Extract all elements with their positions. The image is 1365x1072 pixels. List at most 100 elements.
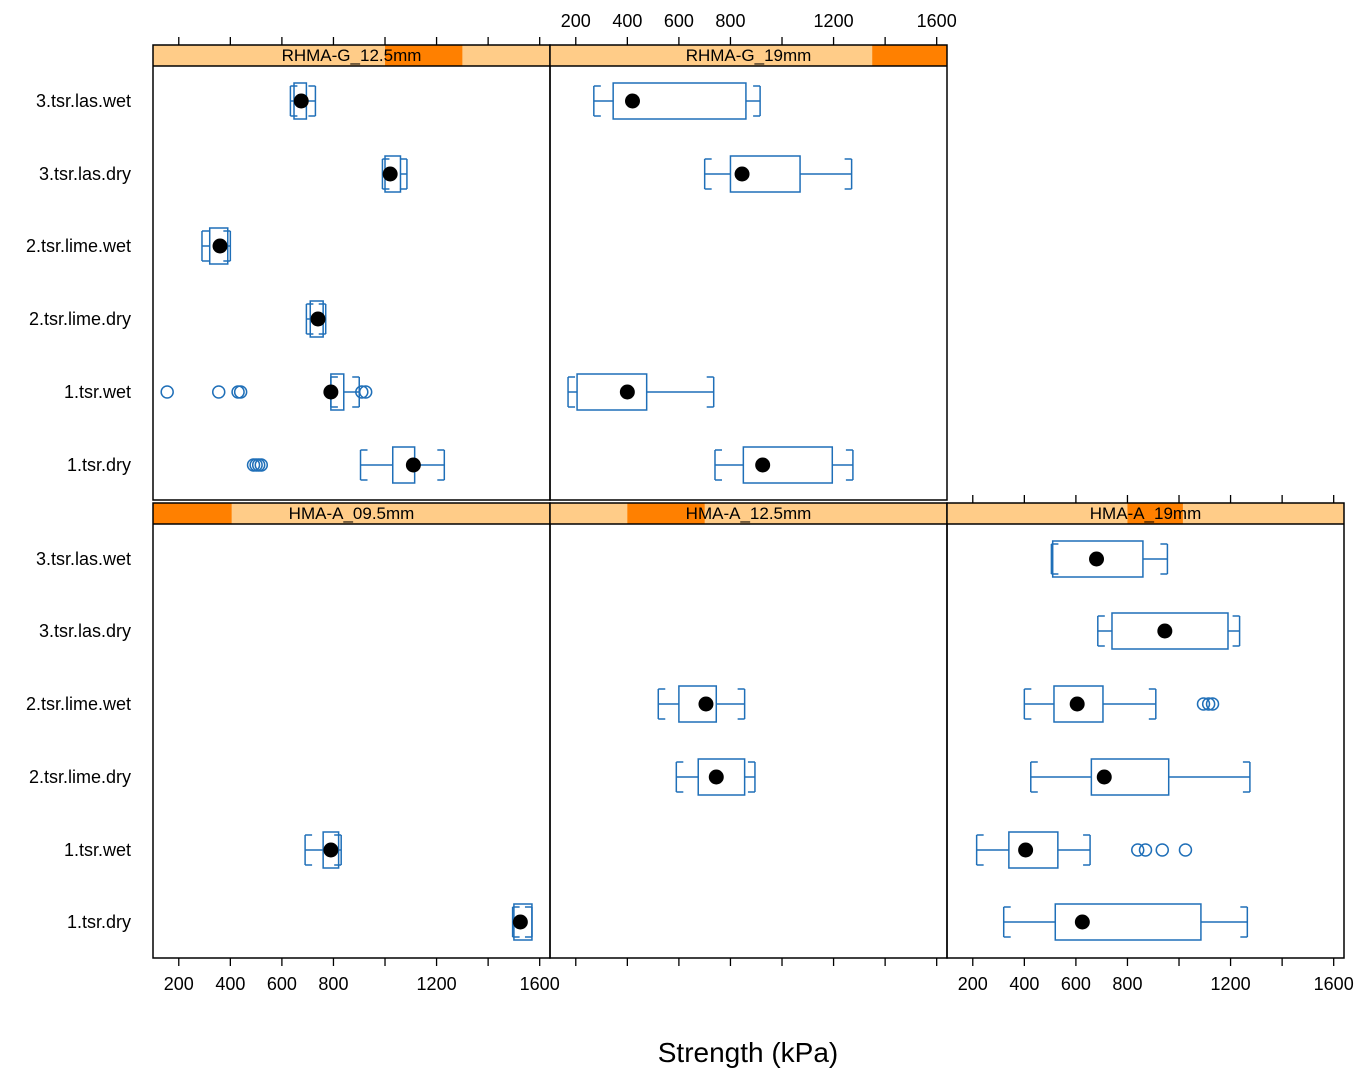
box-iqr: [697, 758, 746, 796]
panel-title: HMA-A_09.5mm: [289, 504, 415, 523]
category-label: 1.tsr.dry: [67, 455, 131, 475]
panel: HMA-A_19mm: [946, 502, 1345, 959]
category-label: 1.tsr.wet: [64, 382, 131, 402]
outlier-point: [160, 385, 174, 399]
outlier-point: [1205, 697, 1220, 711]
category-label: 3.tsr.las.wet: [36, 91, 131, 111]
box-group: [246, 446, 446, 484]
box-group: [675, 758, 756, 796]
box-iqr: [612, 82, 747, 120]
median-point: [1018, 842, 1034, 858]
category-label: 3.tsr.las.dry: [39, 164, 131, 184]
median-point: [619, 384, 635, 400]
outlier-point: [1178, 843, 1193, 857]
outlier-point: [1131, 843, 1145, 857]
panel-title: RHMA-G_19mm: [686, 46, 812, 65]
box-group: [703, 155, 853, 193]
x-axis-title: Strength (kPa): [658, 1037, 839, 1068]
panel-title: RHMA-G_12.5mm: [282, 46, 422, 65]
box-group: [1002, 903, 1249, 941]
box-group: [304, 831, 342, 869]
outlier-point: [254, 458, 269, 472]
panel-border: [946, 502, 1345, 959]
panel-strip-indicator: [872, 45, 947, 66]
median-point: [512, 914, 528, 930]
tick-label: 800: [1112, 974, 1142, 994]
median-point: [382, 166, 398, 182]
median-point: [1074, 914, 1090, 930]
tick-label: 800: [715, 11, 745, 31]
outlier-point: [1138, 843, 1153, 857]
panel-strip-indicator: [627, 503, 705, 524]
category-label: 2.tsr.lime.wet: [26, 694, 131, 714]
outlier-point: [233, 385, 248, 399]
box-iqr: [576, 373, 648, 411]
median-point: [405, 457, 421, 473]
box-group: [381, 155, 408, 193]
outlier-point: [231, 385, 245, 399]
box-iqr: [1008, 831, 1059, 869]
median-point: [1069, 696, 1085, 712]
panel-strip-indicator: [153, 503, 232, 524]
box-group: [1023, 685, 1220, 723]
outlier-point: [1196, 697, 1211, 711]
outlier-point: [211, 385, 226, 399]
box-iqr: [1090, 758, 1170, 796]
tick-label: 1200: [1211, 974, 1251, 994]
tick-label: 1600: [1314, 974, 1354, 994]
plot-layer: 3.tsr.las.wet 3.tsr.las.dry 2.tsr.lime.wet…: [26, 11, 1354, 994]
tick-label: 600: [267, 974, 297, 994]
box-iqr: [1054, 903, 1202, 941]
box-group: [1097, 612, 1241, 650]
median-point: [708, 769, 724, 785]
tick-label: 200: [561, 11, 591, 31]
panel-title: HMA-A_12.5mm: [686, 504, 812, 523]
median-point: [1157, 623, 1173, 639]
category-label: 1.tsr.dry: [67, 912, 131, 932]
box-iqr: [1053, 685, 1104, 723]
median-point: [734, 166, 750, 182]
panel: HMA-A_09.5mm: [152, 502, 551, 959]
tick-label: 200: [958, 974, 988, 994]
tick-label: 600: [664, 11, 694, 31]
box-group: [714, 446, 854, 484]
category-label: 1.tsr.wet: [64, 840, 131, 860]
box-iqr: [322, 831, 340, 869]
box-iqr: [1051, 540, 1144, 578]
tick-label: 1200: [417, 974, 457, 994]
box-group: [1030, 758, 1251, 796]
median-point: [293, 93, 309, 109]
category-label: 2.tsr.lime.dry: [29, 767, 131, 787]
panel: RHMA-G_19mm: [549, 44, 948, 501]
category-label: 3.tsr.las.dry: [39, 621, 131, 641]
tick-label: 1200: [814, 11, 854, 31]
tick-label: 800: [318, 974, 348, 994]
tick-label: 1600: [917, 11, 957, 31]
panel-title: HMA-A_19mm: [1090, 504, 1201, 523]
box-iqr: [742, 446, 834, 484]
panel-border: [549, 44, 948, 501]
median-point: [624, 93, 640, 109]
box-iqr: [729, 155, 801, 193]
panel-border: [152, 502, 551, 959]
category-label: 2.tsr.lime.dry: [29, 309, 131, 329]
tick-label: 200: [164, 974, 194, 994]
panel: RHMA-G_12.5mm: [152, 44, 551, 501]
box-group: [975, 831, 1193, 869]
panel: HMA-A_12.5mm: [549, 502, 948, 959]
box-group: [289, 82, 317, 120]
panel-strip: [153, 503, 550, 524]
tick-label: 1600: [520, 974, 560, 994]
panel-border: [549, 502, 948, 959]
median-point: [323, 842, 339, 858]
median-point: [755, 457, 771, 473]
box-group: [593, 82, 761, 120]
box-group: [511, 903, 533, 941]
category-label: 2.tsr.lime.wet: [26, 236, 131, 256]
panel-strip-indicator: [385, 45, 463, 66]
tick-label: 600: [1061, 974, 1091, 994]
box-group: [567, 373, 715, 411]
box-iqr: [1111, 612, 1229, 650]
box-iqr: [678, 685, 718, 723]
